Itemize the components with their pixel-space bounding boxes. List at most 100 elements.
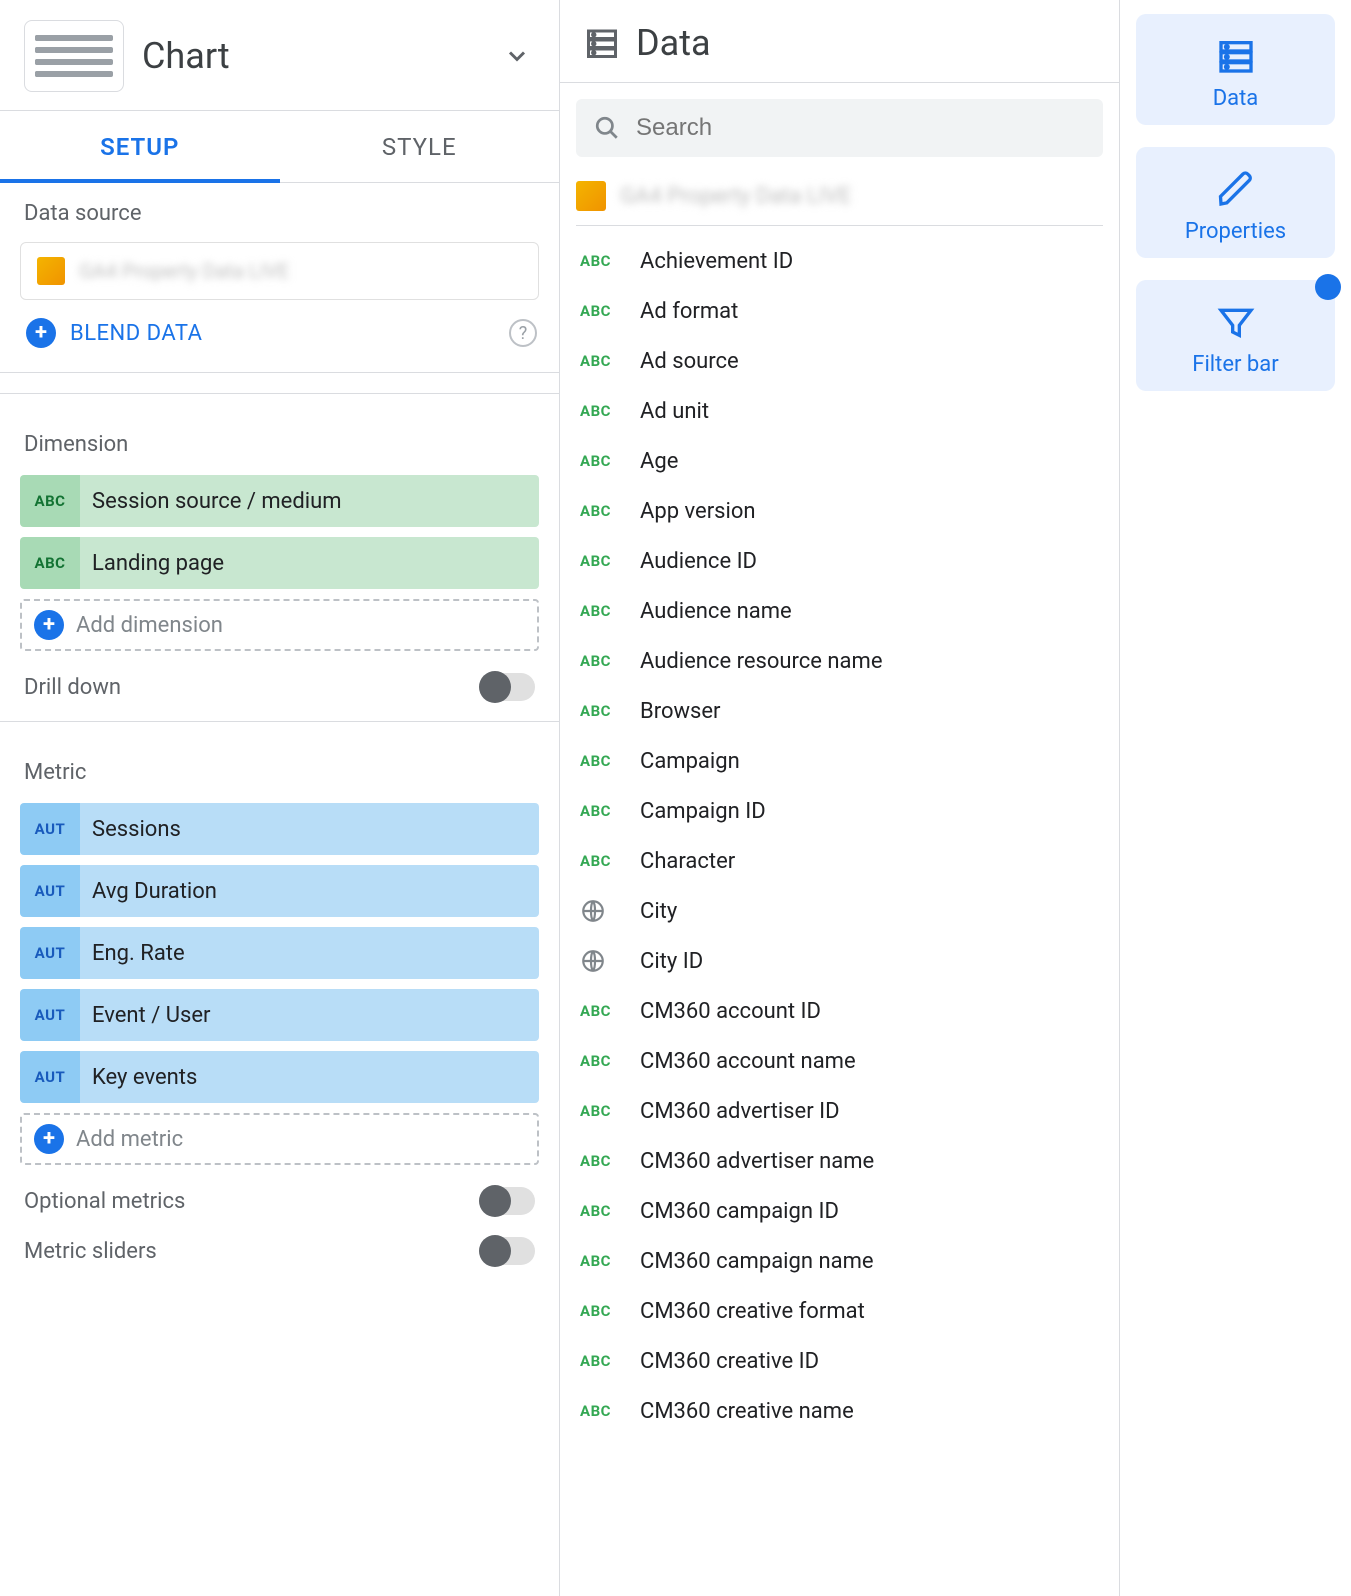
dimension-chip[interactable]: ABCSession source / medium [20,475,539,527]
metric-sliders-toggle[interactable] [479,1237,535,1265]
tabs: SETUP STYLE [0,111,559,183]
field-item[interactable]: City [560,886,1119,936]
rail-properties-button[interactable]: Properties [1136,147,1335,258]
field-item[interactable]: ABCCM360 campaign name [560,1236,1119,1286]
blend-data-button[interactable]: BLEND DATA [70,321,509,346]
metric-chip-label: Key events [80,1051,539,1103]
chart-label: Chart [142,35,481,77]
field-item[interactable]: ABC Campaign [560,736,1119,786]
field-item[interactable]: ABCAchievement ID [560,236,1119,286]
add-dimension-button[interactable]: + Add dimension [20,599,539,651]
datasource-selector[interactable]: GA4 Property Data LIVE [20,242,539,300]
field-label: Ad source [640,349,739,374]
metric-sliders-label: Metric sliders [24,1239,479,1264]
metric-chip[interactable]: AUTEng. Rate [20,927,539,979]
chevron-down-icon[interactable] [499,38,535,74]
metric-chip-label: Eng. Rate [80,927,539,979]
tab-style[interactable]: STYLE [280,111,560,183]
field-item[interactable]: ABCCM360 creative name [560,1386,1119,1436]
notification-dot [1315,274,1341,300]
plus-icon: + [34,1124,64,1154]
field-item[interactable]: ABC Character [560,836,1119,886]
search-input[interactable] [634,113,1085,143]
field-item[interactable]: ABC App version [560,486,1119,536]
field-label: City [640,899,677,924]
drill-down-toggle[interactable] [479,673,535,701]
field-label: Audience resource name [640,649,882,674]
metric-chip[interactable]: AUTSessions [20,803,539,855]
field-label: CM360 creative format [640,1299,865,1324]
setup-panel: Chart SETUP STYLE Data source GA4 Proper… [0,0,560,1596]
abc-type-icon: ABC [580,602,622,620]
data-panel-source[interactable]: GA4 Property Data LIVE [576,181,1103,226]
search-field[interactable] [576,99,1103,157]
abc-type-icon: ABC [580,1302,622,1320]
abc-type-icon: ABC [580,852,622,870]
field-item[interactable]: ABCAudience name [560,586,1119,636]
help-icon[interactable]: ? [509,319,537,347]
optional-metrics-toggle[interactable] [479,1187,535,1215]
data-panel-header: Data [560,0,1119,83]
metric-label: Metric [0,722,559,793]
field-item[interactable]: ABCCM360 creative ID [560,1336,1119,1386]
drill-down-toggle-row: Drill down [0,651,559,701]
rail-properties-label: Properties [1185,219,1286,244]
dimension-label: Dimension [0,394,559,465]
aut-badge: AUT [20,927,80,979]
field-item[interactable]: ABC Age [560,436,1119,486]
add-metric-button[interactable]: +Add metric [20,1113,539,1165]
field-label: CM360 advertiser ID [640,1099,840,1124]
abc-type-icon: ABC [580,752,622,770]
field-label: App version [640,499,756,524]
filter-icon [1216,302,1256,342]
metric-chip-label: Avg Duration [80,865,539,917]
dimension-chip-label: Landing page [80,537,539,589]
field-label: Age [640,449,678,474]
abc-type-icon: ABC [580,1152,622,1170]
field-label: Browser [640,699,721,724]
abc-type-icon: ABC [580,502,622,520]
plus-icon: + [34,610,64,640]
abc-badge: ABC [20,475,80,527]
field-item[interactable]: ABCAudience ID [560,536,1119,586]
abc-type-icon: ABC [580,702,622,720]
abc-type-icon: ABC [580,452,622,470]
field-item[interactable]: City ID [560,936,1119,986]
field-label: Campaign ID [640,799,766,824]
aut-badge: AUT [20,865,80,917]
field-item[interactable]: ABCCM360 campaign ID [560,1186,1119,1236]
metric-chip[interactable]: AUTEvent / User [20,989,539,1041]
abc-type-icon: ABC [580,302,622,320]
field-item[interactable]: ABCAd unit [560,386,1119,436]
abc-type-icon: ABC [580,1352,622,1370]
rail-filter-label: Filter bar [1192,352,1278,377]
field-label: Ad format [640,299,738,324]
field-label: CM360 account ID [640,999,821,1024]
metric-chip[interactable]: AUTKey events [20,1051,539,1103]
field-item[interactable]: ABCCM360 account name [560,1036,1119,1086]
field-label: CM360 creative name [640,1399,854,1424]
datasource-name: GA4 Property Data LIVE [79,259,522,283]
field-item[interactable]: ABCCM360 advertiser name [560,1136,1119,1186]
tab-setup[interactable]: SETUP [0,111,280,183]
field-item[interactable]: ABC Browser [560,686,1119,736]
field-item[interactable]: ABC Ad format [560,286,1119,336]
data-header-label: Data [636,22,711,64]
dimension-chip[interactable]: ABCLanding page [20,537,539,589]
field-item[interactable]: ABCCampaign ID [560,786,1119,836]
field-item[interactable]: ABCCM360 advertiser ID [560,1086,1119,1136]
field-item[interactable]: ABCAudience resource name [560,636,1119,686]
add-dimension-label: Add dimension [76,613,223,638]
chart-selector[interactable]: Chart [0,0,559,111]
field-label: Campaign [640,749,740,774]
field-label: CM360 account name [640,1049,856,1074]
field-label: Character [640,849,735,874]
field-item[interactable]: ABCAd source [560,336,1119,386]
field-item[interactable]: ABCCM360 account ID [560,986,1119,1036]
rail-filter-button[interactable]: Filter bar [1136,280,1335,391]
metric-chip[interactable]: AUTAvg Duration [20,865,539,917]
rail-data-button[interactable]: Data [1136,14,1335,125]
data-panel-source-name: GA4 Property Data LIVE [620,184,851,209]
field-label: Ad unit [640,399,709,424]
field-item[interactable]: ABC CM360 creative format [560,1286,1119,1336]
